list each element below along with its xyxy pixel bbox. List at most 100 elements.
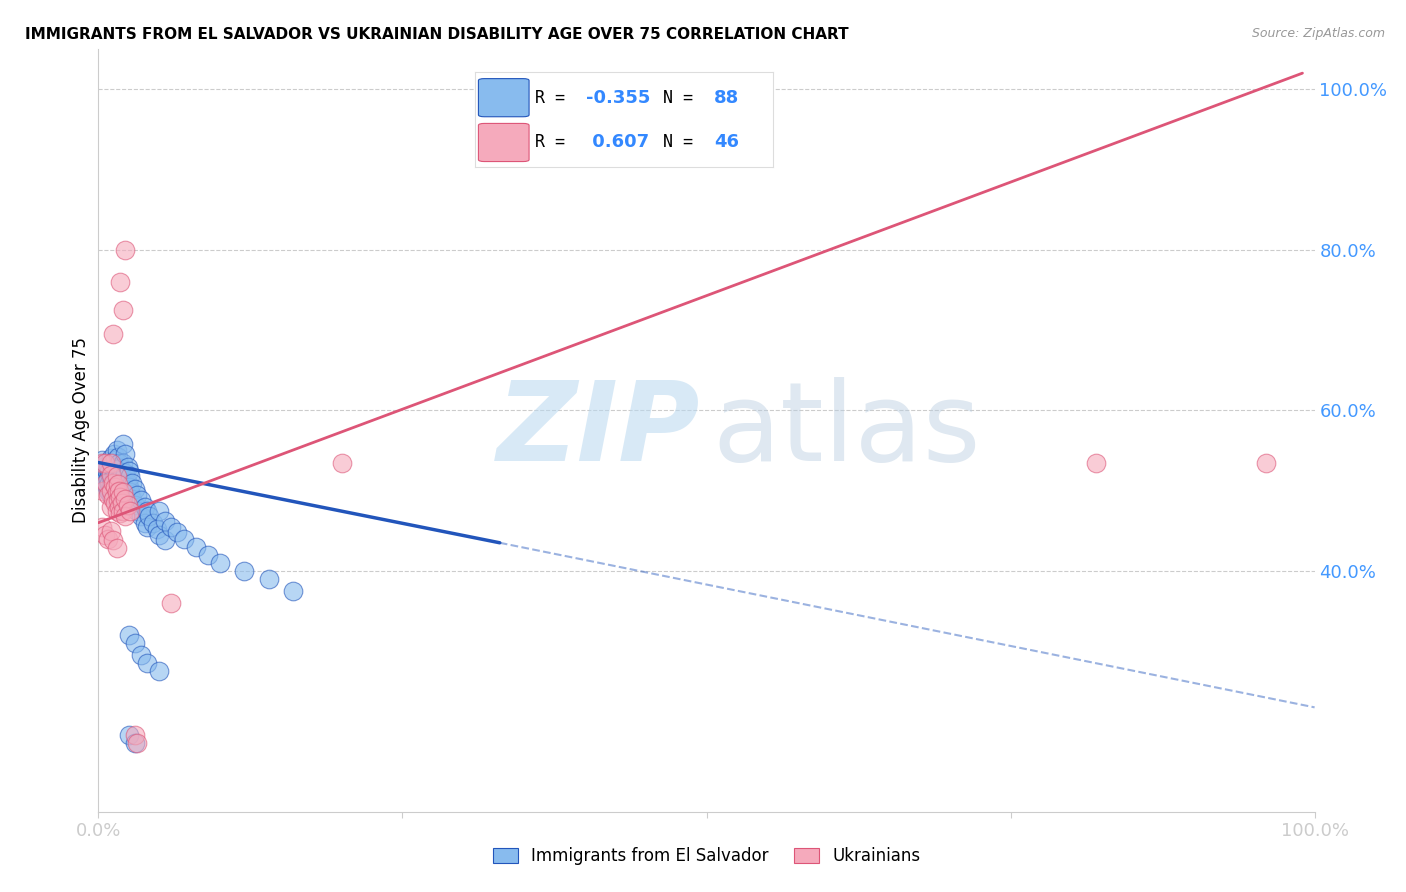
Point	[124, 736, 146, 750]
Point	[108, 485, 131, 500]
Text: ZIP: ZIP	[496, 377, 700, 483]
Point	[93, 528, 115, 542]
Point	[101, 486, 124, 500]
Point	[121, 491, 143, 506]
Point	[129, 493, 152, 508]
Point	[155, 533, 177, 548]
Point	[91, 519, 114, 533]
Point	[257, 572, 280, 586]
Point	[105, 474, 128, 488]
Point	[110, 467, 132, 482]
Text: IMMIGRANTS FROM EL SALVADOR VS UKRAINIAN DISABILITY AGE OVER 75 CORRELATION CHAR: IMMIGRANTS FROM EL SALVADOR VS UKRAINIAN…	[25, 27, 849, 42]
Point	[104, 496, 127, 510]
Point	[110, 461, 132, 475]
Point	[103, 464, 125, 478]
Y-axis label: Disability Age Over 75: Disability Age Over 75	[72, 337, 90, 524]
Point	[96, 464, 118, 478]
Point	[118, 485, 141, 500]
Point	[98, 475, 121, 490]
Point	[197, 548, 219, 562]
Point	[110, 482, 132, 496]
Point	[155, 514, 177, 528]
Point	[107, 450, 129, 464]
Point	[110, 275, 132, 289]
Point	[104, 482, 127, 496]
Point	[1254, 455, 1277, 469]
Point	[110, 506, 132, 520]
Point	[108, 483, 131, 498]
Legend: Immigrants from El Salvador, Ukrainians: Immigrants from El Salvador, Ukrainians	[486, 840, 927, 872]
Point	[160, 519, 183, 533]
Point	[100, 467, 122, 482]
Point	[184, 540, 207, 554]
Point	[93, 467, 115, 482]
Point	[107, 466, 129, 480]
Point	[98, 485, 121, 500]
Point	[138, 509, 160, 524]
Point	[101, 483, 124, 498]
Point	[100, 451, 122, 466]
Text: Source: ZipAtlas.com: Source: ZipAtlas.com	[1251, 27, 1385, 40]
Point	[97, 459, 120, 474]
Point	[111, 471, 134, 485]
Point	[97, 532, 120, 546]
Point	[91, 455, 114, 469]
Point	[105, 487, 128, 501]
Point	[110, 490, 132, 504]
Point	[96, 480, 118, 494]
Point	[101, 475, 124, 490]
Point	[105, 443, 128, 458]
Point	[127, 503, 149, 517]
Point	[111, 455, 134, 469]
Point	[93, 475, 115, 490]
Point	[114, 491, 136, 506]
Point	[107, 493, 129, 508]
Point	[104, 469, 127, 483]
Point	[148, 664, 170, 678]
Point	[101, 474, 124, 488]
Point	[101, 471, 124, 485]
Point	[94, 471, 117, 485]
Point	[100, 500, 122, 514]
Point	[103, 477, 125, 491]
Point	[91, 483, 114, 498]
Point	[98, 464, 121, 478]
Point	[111, 437, 134, 451]
Point	[97, 471, 120, 485]
Point	[108, 455, 131, 469]
Point	[103, 490, 125, 504]
Point	[173, 532, 195, 546]
Point	[101, 533, 124, 548]
Point	[136, 519, 159, 533]
Point	[118, 464, 141, 478]
Point	[121, 475, 143, 490]
Point	[103, 448, 125, 462]
Point	[129, 648, 152, 662]
Point	[124, 636, 146, 650]
Point	[91, 453, 114, 467]
Point	[233, 564, 256, 578]
Point	[111, 485, 134, 500]
Point	[136, 503, 159, 517]
Point	[281, 584, 304, 599]
Point	[104, 453, 127, 467]
Point	[100, 487, 122, 501]
Point	[101, 491, 124, 506]
Point	[108, 500, 131, 514]
Point	[100, 466, 122, 480]
Point	[97, 483, 120, 498]
Point	[101, 461, 124, 475]
Point	[100, 483, 122, 498]
Point	[160, 596, 183, 610]
Point	[148, 528, 170, 542]
Point	[118, 469, 141, 483]
Point	[129, 509, 152, 524]
Point	[127, 487, 149, 501]
Point	[114, 466, 136, 480]
Point	[117, 498, 139, 512]
Point	[104, 480, 127, 494]
Point	[100, 524, 122, 538]
Point	[105, 469, 128, 483]
Point	[107, 477, 129, 491]
Point	[124, 482, 146, 496]
